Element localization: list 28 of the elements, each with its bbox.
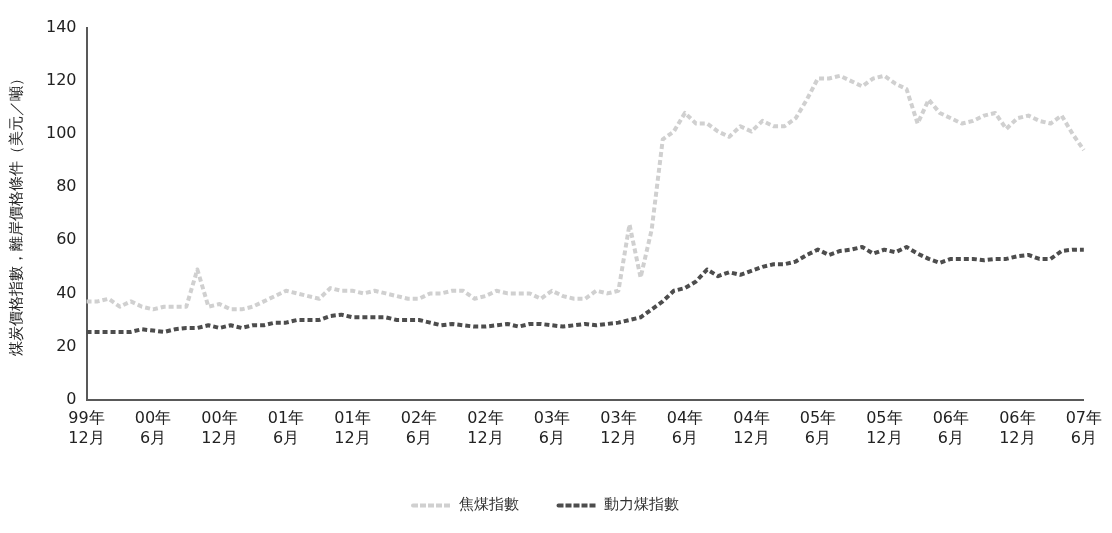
x-tick-label: 07年 6月 xyxy=(1065,408,1102,447)
x-tick-label: 03年 12月 xyxy=(600,408,637,447)
line-series xyxy=(84,73,1086,312)
x-tick-label: 00年 6月 xyxy=(134,408,172,447)
legend-label: 焦煤指數 xyxy=(458,495,519,514)
x-tick-label: 05年 6月 xyxy=(799,408,837,447)
y-tick-label: 100 xyxy=(45,123,77,143)
y-tick-label: 20 xyxy=(56,335,77,355)
y-tick-label: 60 xyxy=(56,229,77,249)
y-tick-label: 140 xyxy=(45,17,77,37)
x-tick-label: 03年 6月 xyxy=(533,408,571,447)
legend-label: 動力煤指數 xyxy=(604,495,679,514)
x-tick-label: 99年 12月 xyxy=(68,408,105,447)
x-tick-label: 04年 6月 xyxy=(666,408,704,447)
x-tick-label: 06年 12月 xyxy=(999,408,1036,447)
x-tick-label: 02年 6月 xyxy=(400,408,438,447)
x-tick-label: 02年 12月 xyxy=(467,408,504,447)
x-tick-label: 05年 12月 xyxy=(866,408,903,447)
y-tick-label: 120 xyxy=(45,70,77,90)
x-tick-label: 06年 6月 xyxy=(932,408,970,447)
y-tick-label: 40 xyxy=(56,282,77,302)
y-tick-label: 0 xyxy=(66,388,77,408)
x-tick-label: 04年 12月 xyxy=(733,408,770,447)
x-tick-label: 00年 12月 xyxy=(201,408,238,447)
x-tick-label: 01年 6月 xyxy=(267,408,305,447)
y-axis-title: 煤炭價格指數，離岸價格條件（美元／噸） xyxy=(6,71,25,357)
y-tick-label: 80 xyxy=(56,176,77,196)
x-tick-label: 01年 12月 xyxy=(334,408,371,447)
